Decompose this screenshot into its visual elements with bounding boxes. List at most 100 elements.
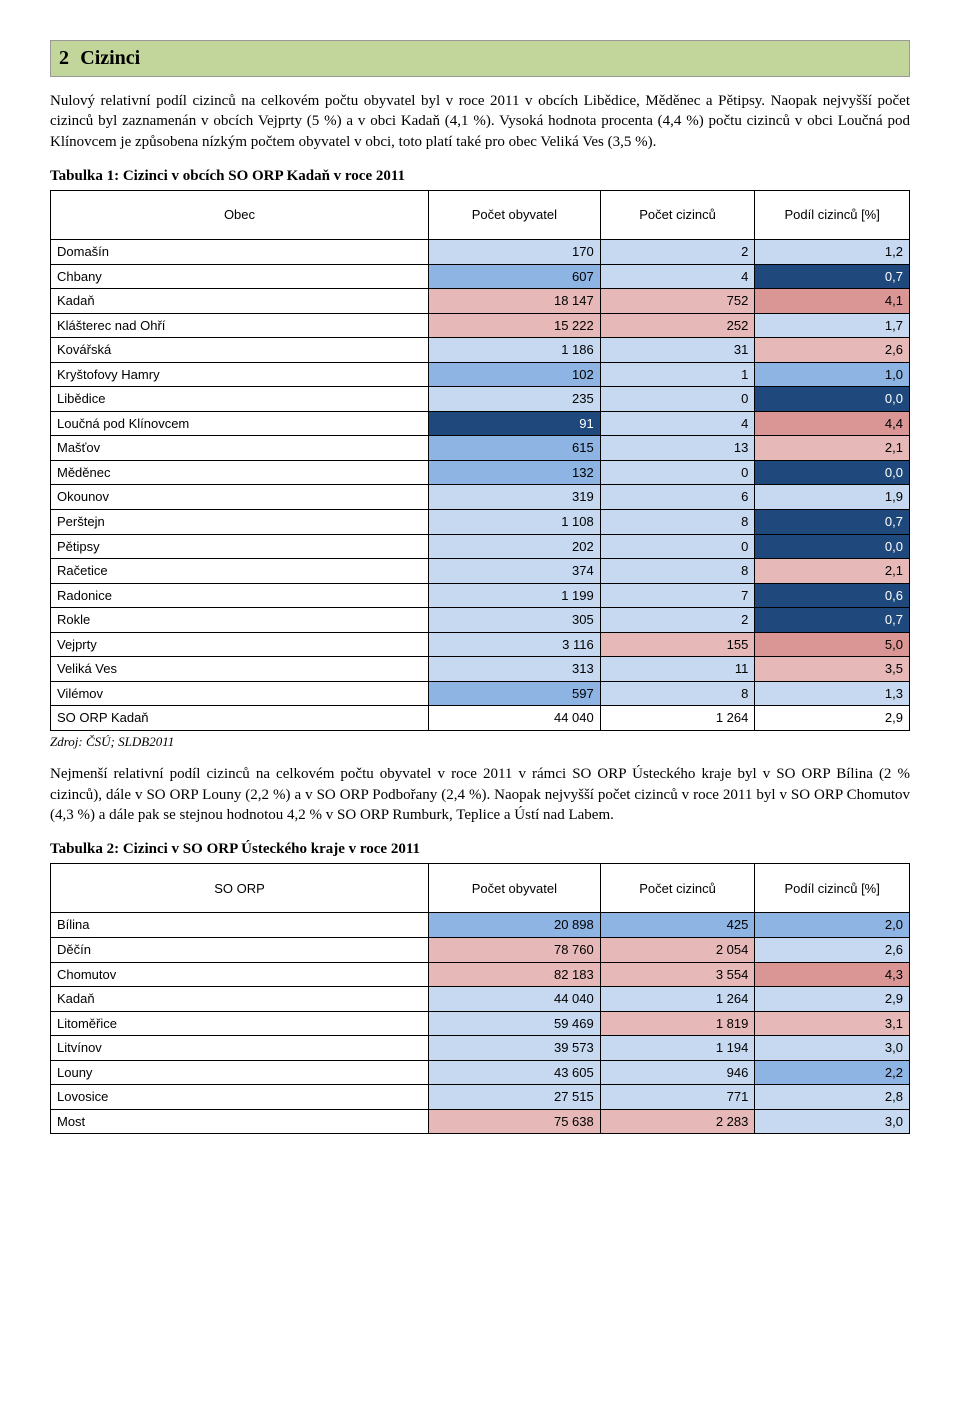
row-value: 3,0	[755, 1036, 910, 1061]
table-row: Libědice23500,0	[51, 387, 910, 412]
table-row: Děčín78 7602 0542,6	[51, 938, 910, 963]
row-label: Radonice	[51, 583, 429, 608]
row-label: Litoměřice	[51, 1011, 429, 1036]
row-value: 4	[600, 264, 755, 289]
row-label: Chbany	[51, 264, 429, 289]
row-value: 252	[600, 313, 755, 338]
row-value: 5,0	[755, 632, 910, 657]
row-value: 2,9	[755, 706, 910, 731]
row-label: Mašťov	[51, 436, 429, 461]
table-row: Vejprty3 1161555,0	[51, 632, 910, 657]
table-row: Loučná pod Klínovcem9144,4	[51, 411, 910, 436]
row-value: 0	[600, 387, 755, 412]
row-value: 11	[600, 657, 755, 682]
row-value: 15 222	[428, 313, 600, 338]
row-value: 7	[600, 583, 755, 608]
row-label: Vejprty	[51, 632, 429, 657]
row-value: 91	[428, 411, 600, 436]
row-value: 607	[428, 264, 600, 289]
row-value: 20 898	[428, 913, 600, 938]
row-value: 3,5	[755, 657, 910, 682]
table-row: Perštejn1 10880,7	[51, 510, 910, 535]
row-label: Měděnec	[51, 460, 429, 485]
row-value: 0,0	[755, 387, 910, 412]
row-label: Lovosice	[51, 1085, 429, 1110]
table-row: Bílina20 8984252,0	[51, 913, 910, 938]
row-value: 170	[428, 240, 600, 265]
table-row: Vilémov59781,3	[51, 681, 910, 706]
table-row: Veliká Ves313113,5	[51, 657, 910, 682]
row-value: 8	[600, 681, 755, 706]
row-value: 1 194	[600, 1036, 755, 1061]
table-row: SO ORP Kadaň44 0401 2642,9	[51, 706, 910, 731]
row-label: Perštejn	[51, 510, 429, 535]
row-value: 2,6	[755, 938, 910, 963]
row-value: 13	[600, 436, 755, 461]
row-label: SO ORP Kadaň	[51, 706, 429, 731]
row-label: Most	[51, 1109, 429, 1134]
row-label: Domašín	[51, 240, 429, 265]
row-label: Rokle	[51, 608, 429, 633]
paragraph-2: Nejmenší relativní podíl cizinců na celk…	[50, 764, 910, 825]
row-value: 313	[428, 657, 600, 682]
row-value: 202	[428, 534, 600, 559]
row-label: Kadaň	[51, 987, 429, 1012]
row-value: 597	[428, 681, 600, 706]
row-value: 374	[428, 559, 600, 584]
table2-h1: Počet obyvatel	[428, 864, 600, 913]
row-value: 4,1	[755, 289, 910, 314]
table-row: Radonice1 19970,6	[51, 583, 910, 608]
table-row: Litoměřice59 4691 8193,1	[51, 1011, 910, 1036]
row-value: 27 515	[428, 1085, 600, 1110]
table2-title: Tabulka 2: Cizinci v SO ORP Ústeckého kr…	[50, 839, 910, 859]
table2: SO ORP Počet obyvatel Počet cizinců Podí…	[50, 863, 910, 1134]
table1-h3: Podíl cizinců [%]	[755, 191, 910, 240]
table-row: Domašín17021,2	[51, 240, 910, 265]
row-value: 1 264	[600, 987, 755, 1012]
table-row: Račetice37482,1	[51, 559, 910, 584]
row-label: Vilémov	[51, 681, 429, 706]
row-value: 0,7	[755, 608, 910, 633]
row-value: 1 199	[428, 583, 600, 608]
row-value: 18 147	[428, 289, 600, 314]
table1-source: Zdroj: ČSÚ; SLDB2011	[50, 733, 910, 751]
table1: Obec Počet obyvatel Počet cizinců Podíl …	[50, 190, 910, 731]
row-label: Klášterec nad Ohří	[51, 313, 429, 338]
row-value: 2 283	[600, 1109, 755, 1134]
row-label: Kadaň	[51, 289, 429, 314]
row-value: 0	[600, 534, 755, 559]
row-value: 3 554	[600, 962, 755, 987]
row-value: 235	[428, 387, 600, 412]
row-value: 1 108	[428, 510, 600, 535]
row-value: 3,0	[755, 1109, 910, 1134]
paragraph-1: Nulový relativní podíl cizinců na celkov…	[50, 91, 910, 152]
row-label: Chomutov	[51, 962, 429, 987]
row-value: 4,3	[755, 962, 910, 987]
table-row: Klášterec nad Ohří15 2222521,7	[51, 313, 910, 338]
table1-h0: Obec	[51, 191, 429, 240]
row-value: 0,6	[755, 583, 910, 608]
row-label: Pětipsy	[51, 534, 429, 559]
table-row: Chbany60740,7	[51, 264, 910, 289]
row-value: 132	[428, 460, 600, 485]
row-label: Okounov	[51, 485, 429, 510]
table-row: Lovosice27 5157712,8	[51, 1085, 910, 1110]
table2-h2: Počet cizinců	[600, 864, 755, 913]
row-value: 615	[428, 436, 600, 461]
section-header: 2 Cizinci	[50, 40, 910, 77]
row-value: 1	[600, 362, 755, 387]
row-value: 946	[600, 1060, 755, 1085]
section-number: 2	[59, 47, 69, 69]
table-row: Kryštofovy Hamry10211,0	[51, 362, 910, 387]
row-label: Bílina	[51, 913, 429, 938]
table-row: Kovářská1 186312,6	[51, 338, 910, 363]
table2-h0: SO ORP	[51, 864, 429, 913]
row-value: 1,9	[755, 485, 910, 510]
row-value: 3,1	[755, 1011, 910, 1036]
table-row: Louny43 6059462,2	[51, 1060, 910, 1085]
row-label: Děčín	[51, 938, 429, 963]
row-label: Loučná pod Klínovcem	[51, 411, 429, 436]
table-row: Rokle30520,7	[51, 608, 910, 633]
row-value: 4,4	[755, 411, 910, 436]
row-label: Račetice	[51, 559, 429, 584]
